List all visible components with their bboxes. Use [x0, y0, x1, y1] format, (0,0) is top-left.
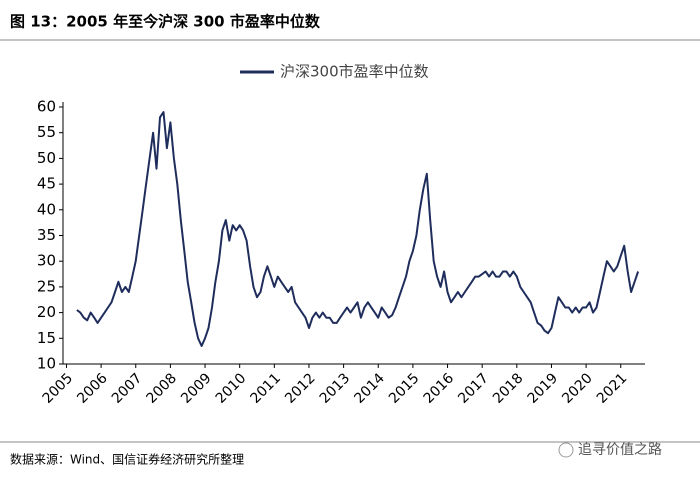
y-tick-label: 25	[37, 277, 56, 295]
y-tick-label: 50	[37, 149, 56, 167]
x-tick-label: 2007	[109, 370, 146, 407]
x-tick-label: 2014	[351, 370, 388, 407]
x-tick-label: 2006	[74, 370, 111, 407]
y-tick-label: 10	[37, 355, 56, 373]
legend-label: 沪深300市盈率中位数	[280, 63, 429, 81]
x-tick-label: 2016	[421, 370, 458, 407]
x-tick-label: 2008	[144, 370, 181, 407]
x-tick-label: 2021	[594, 370, 631, 407]
y-tick-label: 55	[37, 123, 56, 141]
x-tick-label: 2020	[559, 370, 596, 407]
x-tick-label: 2017	[455, 370, 492, 407]
y-tick-label: 60	[37, 98, 56, 116]
y-tick-label: 35	[37, 226, 56, 244]
y-tick-label: 15	[37, 329, 56, 347]
y-tick-label: 40	[37, 200, 56, 218]
x-tick-label: 2013	[317, 370, 354, 407]
x-tick-label: 2015	[386, 370, 423, 407]
x-tick-label: 2018	[490, 370, 527, 407]
x-tick-label: 2005	[40, 370, 77, 407]
chart-title: 图 13：2005 年至今沪深 300 市盈率中位数	[10, 13, 321, 31]
x-tick-label: 2010	[213, 370, 250, 407]
watermark-icon	[558, 442, 574, 458]
y-tick-label: 20	[37, 303, 56, 321]
x-tick-label: 2012	[282, 370, 319, 407]
x-tick-label: 2009	[178, 370, 215, 407]
y-tick-label: 45	[37, 175, 56, 193]
x-tick-label: 2019	[525, 370, 562, 407]
source-note: 数据来源：Wind、国信证券经济研究所整理	[10, 452, 244, 467]
x-tick-label: 2011	[247, 370, 284, 407]
watermark: 追寻价值之路	[578, 442, 662, 458]
y-tick-label: 30	[37, 252, 56, 270]
series-line	[76, 111, 640, 347]
